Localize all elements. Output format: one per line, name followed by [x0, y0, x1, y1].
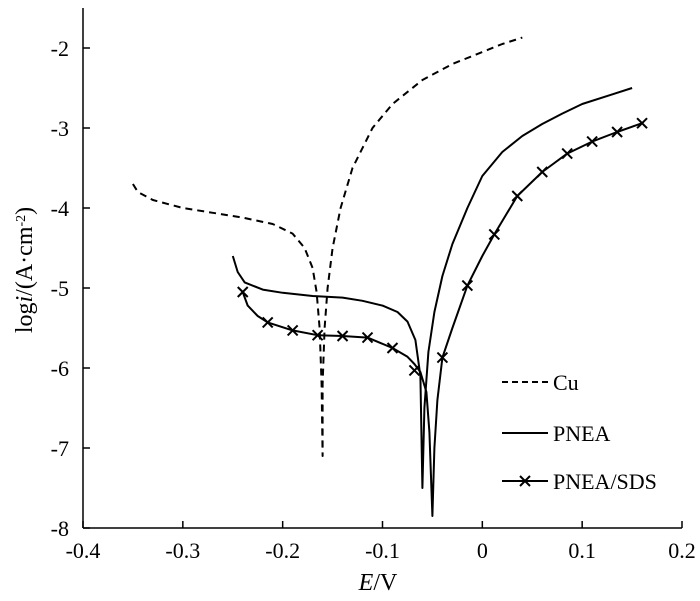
data-point-pnea-sds [237, 286, 249, 298]
data-point-pnea-sds [361, 331, 374, 344]
data-point-pnea-sds [286, 324, 299, 337]
data-point-pnea-sds [261, 316, 274, 329]
series-layer [132, 36, 648, 517]
y-tick-label: -4 [51, 196, 69, 221]
x-ticks: -0.4 -0.3 -0.2 -0.1 0 0.1 0.2 [66, 521, 696, 563]
data-point-pnea-sds [408, 364, 421, 377]
legend-entry-pnea-sds: PNEA/SDS [502, 469, 657, 494]
legend-marker-pnea-sds [519, 475, 531, 487]
data-point-pnea-sds [436, 351, 449, 364]
legend-label-cu: Cu [553, 370, 579, 395]
legend-entry-pnea: PNEA [502, 421, 611, 446]
x-tick-label: 0 [477, 538, 488, 563]
x-axis-label: E/V [358, 570, 398, 596]
data-point-pnea-sds [611, 126, 623, 138]
legend-label-pnea-sds: PNEA/SDS [553, 469, 657, 494]
legend: Cu PNEA PNEA/SDS [502, 370, 657, 494]
y-tick-label: -2 [51, 36, 69, 61]
series-pnea-sds [237, 117, 648, 517]
x-tick-label: -0.4 [66, 538, 101, 563]
series-pnea [231, 87, 633, 489]
y-tick-label: -6 [51, 356, 69, 381]
legend-label-pnea: PNEA [553, 421, 611, 446]
data-point-pnea-sds [386, 342, 399, 354]
data-point-pnea-sds [586, 135, 598, 148]
y-tick-label: -5 [51, 276, 69, 301]
data-point-pnea-sds [536, 166, 548, 178]
series-cu [132, 36, 523, 457]
data-point-pnea-sds [461, 279, 474, 292]
axes [82, 8, 682, 529]
y-tick-label: -7 [51, 436, 69, 461]
x-tick-label: -0.3 [165, 538, 200, 563]
x-tick-label: -0.2 [265, 538, 300, 563]
legend-entry-cu: Cu [502, 370, 579, 395]
series-line-pnea [231, 87, 633, 489]
data-point-pnea-sds [488, 228, 501, 241]
data-point-pnea-sds [636, 117, 648, 129]
data-point-pnea-sds [336, 330, 349, 342]
series-line-cu [132, 36, 523, 457]
y-tick-label: -8 [51, 516, 69, 541]
data-point-pnea-sds [561, 147, 573, 160]
data-point-pnea-sds [311, 329, 324, 341]
x-tick-label: 0.1 [568, 538, 596, 563]
series-line-pnea-sds [241, 122, 643, 517]
y-tick-label: -3 [51, 116, 69, 141]
x-tick-label: 0.2 [668, 538, 696, 563]
data-point-pnea-sds [511, 190, 523, 202]
x-tick-label: -0.1 [365, 538, 400, 563]
y-axis-label: logi/(A·cm-2) [12, 207, 38, 333]
y-ticks: -8 -7 -6 -5 -4 -3 -2 [51, 36, 90, 541]
